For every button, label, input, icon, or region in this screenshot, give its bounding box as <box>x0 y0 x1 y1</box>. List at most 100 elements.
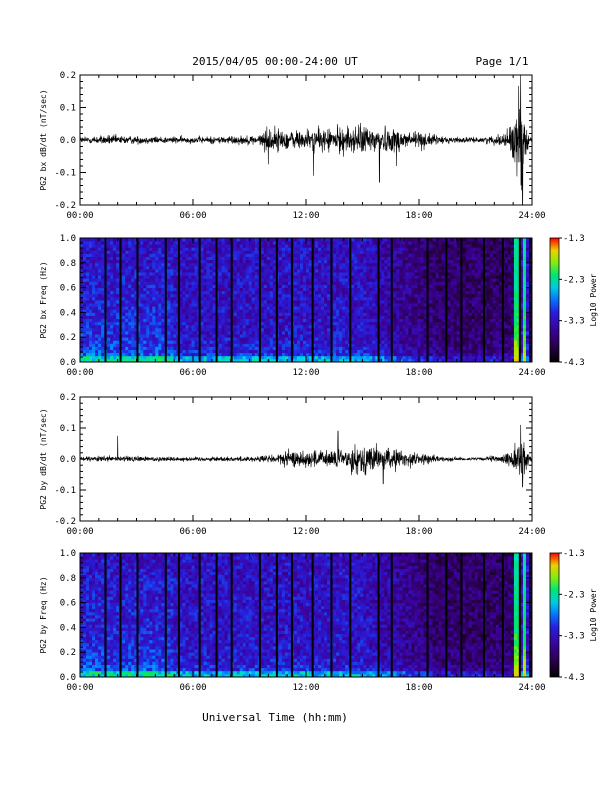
spectrogram-cell <box>439 353 442 357</box>
spectrogram-cell <box>83 263 86 267</box>
spectrogram-cell <box>267 291 270 295</box>
spectrogram-cell <box>327 356 330 360</box>
spectrogram-cell <box>140 312 143 316</box>
spectrogram-cell <box>270 328 273 332</box>
spectrogram-cell <box>442 356 445 360</box>
spectrogram-cell <box>315 303 318 307</box>
spectrogram-cell <box>439 297 442 301</box>
spectrogram-cell <box>336 250 339 254</box>
spectrogram-cell <box>155 331 158 335</box>
spectrogram-cell <box>354 254 357 258</box>
spectrogram-cell <box>110 294 113 298</box>
y-tick-label: 0.1 <box>60 104 76 114</box>
spectrogram-cell <box>182 257 185 261</box>
spectrogram-cell <box>430 254 433 258</box>
spectrogram-cell <box>366 257 369 261</box>
spectrogram-cell <box>167 316 170 320</box>
spectrogram-cell <box>372 328 375 332</box>
spectrogram-cell <box>101 291 104 295</box>
spectrogram-cell <box>107 263 110 267</box>
spectrogram-cell <box>363 269 366 273</box>
spectrogram-cell <box>288 291 291 295</box>
spectrogram-cell <box>210 238 213 242</box>
spectrogram-cell <box>303 340 306 344</box>
spectrogram-cell <box>143 325 146 329</box>
spectrogram-cell <box>158 353 161 357</box>
spectrogram-cell <box>393 353 396 357</box>
spectrogram-cell <box>98 244 101 248</box>
spectrogram-cell <box>433 266 436 270</box>
spectrogram-cell <box>351 241 354 245</box>
spectrogram-cell <box>351 281 354 285</box>
spectrogram-cell <box>396 254 399 258</box>
spectrogram-cell <box>384 275 387 279</box>
spectrogram-cell <box>315 285 318 289</box>
spectrogram-cell <box>170 257 173 261</box>
spectrogram-cell <box>360 306 363 310</box>
spectrogram-cell <box>173 356 176 360</box>
spectrogram-cell <box>179 334 182 338</box>
spectrogram-cell <box>210 285 213 289</box>
spectrogram-cell <box>417 254 420 258</box>
spectrogram-cell <box>80 238 83 242</box>
spectrogram-cell <box>339 266 342 270</box>
spectrogram-cell <box>228 303 231 307</box>
spectrogram-cell <box>351 309 354 313</box>
spectrogram-cell <box>83 244 86 248</box>
spectrogram-cell <box>234 350 237 354</box>
spectrogram-cell <box>228 281 231 285</box>
spectrogram-cell <box>405 254 408 258</box>
spectrogram-cell <box>433 331 436 335</box>
spectrogram-cell <box>255 353 258 357</box>
spectrogram-cell <box>324 356 327 360</box>
spectrogram-cell <box>360 297 363 301</box>
spectrogram-cell <box>381 247 384 251</box>
spectrogram-cell <box>149 353 152 357</box>
spectrogram-cell <box>252 334 255 338</box>
spectrogram-cell <box>372 312 375 316</box>
spectrogram-cell <box>185 325 188 329</box>
spectrogram-cell <box>182 331 185 335</box>
spectrogram-cell <box>86 250 89 254</box>
spectrogram-cell <box>143 250 146 254</box>
spectrogram-cell <box>336 297 339 301</box>
spectrogram-cell <box>261 247 264 251</box>
spectrogram-cell <box>83 353 86 357</box>
spectrogram-cell <box>439 244 442 248</box>
spectrogram-cell <box>270 263 273 267</box>
spectrogram-cell <box>89 244 92 248</box>
spectrogram-cell <box>336 254 339 258</box>
spectrogram-cell <box>246 337 249 341</box>
spectrogram-cell <box>86 241 89 245</box>
spectrogram-cell <box>408 325 411 329</box>
spectrogram-cell <box>191 353 194 357</box>
spectrogram-cell <box>255 322 258 326</box>
spectrogram-cell <box>354 285 357 289</box>
spectrogram-cell <box>179 241 182 245</box>
spectrogram-cell <box>152 356 155 360</box>
spectrogram-cell <box>442 343 445 347</box>
spectrogram-cell <box>402 316 405 320</box>
spectrogram-cell <box>228 294 231 298</box>
spectrogram-cell <box>303 272 306 276</box>
spectrogram-cell <box>222 347 225 351</box>
spectrogram-cell <box>351 328 354 332</box>
spectrogram-cell <box>161 331 164 335</box>
spectrogram-cell <box>288 250 291 254</box>
spectrogram-cell <box>396 356 399 360</box>
spectrogram-cell <box>303 309 306 313</box>
spectrogram-cell <box>185 334 188 338</box>
spectrogram-cell <box>95 260 98 264</box>
spectrogram-cell <box>369 291 372 295</box>
spectrogram-cell <box>424 272 427 276</box>
spectrogram-cell <box>167 303 170 307</box>
spectrogram-cell <box>333 285 336 289</box>
spectrogram-cell <box>342 356 345 360</box>
spectrogram-cell <box>306 353 309 357</box>
spectrogram-cell <box>264 260 267 264</box>
spectrogram-cell <box>336 331 339 335</box>
spectrogram-cell <box>185 319 188 323</box>
spectrogram-cell <box>128 303 131 307</box>
spectrogram-cell <box>246 316 249 320</box>
spectrogram-cell <box>336 266 339 270</box>
